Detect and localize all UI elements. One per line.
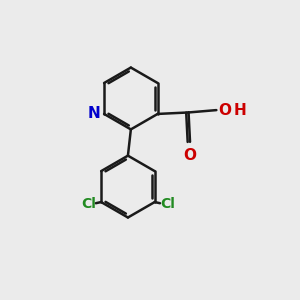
Text: O: O [184, 148, 196, 163]
Text: Cl: Cl [160, 196, 175, 211]
Text: H: H [233, 103, 246, 118]
Text: Cl: Cl [81, 196, 96, 211]
Text: O: O [218, 103, 231, 118]
Text: N: N [88, 106, 100, 122]
